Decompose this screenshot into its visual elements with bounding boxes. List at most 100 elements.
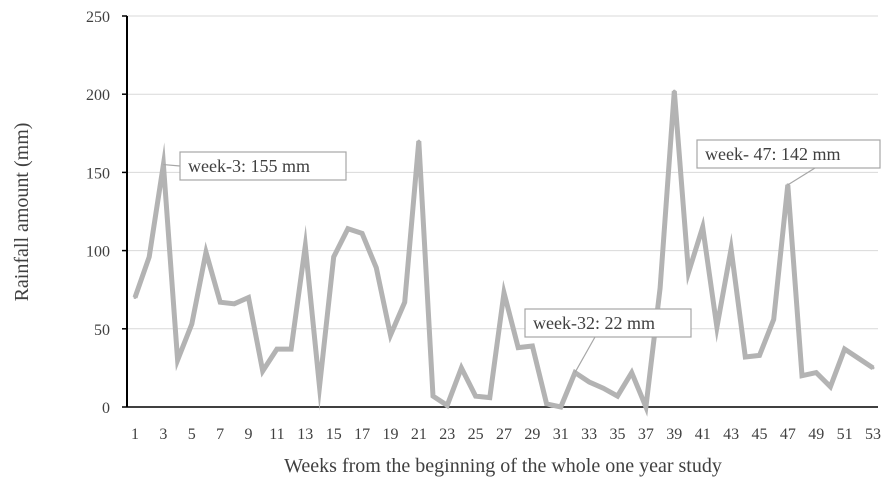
- x-tick-label: 7: [216, 426, 224, 443]
- x-tick-label: 35: [610, 426, 626, 443]
- data-point: [757, 353, 761, 357]
- x-tick-label: 11: [269, 426, 284, 443]
- data-point: [587, 380, 591, 384]
- data-point: [729, 247, 733, 251]
- data-point: [630, 371, 634, 375]
- data-point: [388, 333, 392, 337]
- x-tick-label: 39: [666, 426, 682, 443]
- x-tick-label: 53: [865, 426, 881, 443]
- data-point: [303, 244, 307, 248]
- data-point: [459, 366, 463, 370]
- x-tick-label: 27: [496, 426, 512, 443]
- callout: week-3: 155 mm: [163, 151, 347, 181]
- x-tick-label: 17: [354, 426, 370, 443]
- y-axis-title: Rainfall amount (mm): [11, 123, 33, 302]
- data-point: [147, 255, 151, 259]
- data-point: [559, 405, 563, 409]
- data-point: [204, 250, 208, 254]
- y-tick-label: 250: [86, 9, 110, 26]
- callout: week-32: 22 mm: [524, 308, 692, 373]
- data-point: [445, 403, 449, 407]
- x-tick-label: 37: [638, 426, 654, 443]
- x-tick-label: 33: [581, 426, 597, 443]
- callout-box: [524, 308, 692, 338]
- callout-leader: [163, 163, 181, 167]
- data-point: [843, 347, 847, 351]
- data-point: [516, 346, 520, 350]
- x-tick-label: 29: [524, 426, 540, 443]
- y-tick-label: 100: [86, 244, 110, 261]
- data-point: [701, 225, 705, 229]
- x-tick-labels: 1 3 5 7 9 11 13 15 17 19 21 23 25 27 29 31 33 35 37 39 41 43 4…: [131, 426, 881, 443]
- x-tick-label: 41: [695, 426, 711, 443]
- data-point: [232, 302, 236, 306]
- x-tick-label: 31: [553, 426, 569, 443]
- callout-leader: [787, 167, 816, 186]
- y-tick-labels: 0 50 100 150 200 250: [86, 9, 110, 417]
- y-tick-label: 0: [102, 400, 110, 417]
- series-layer: [132, 89, 875, 417]
- callout-label: week-3: 155 mm: [188, 156, 310, 176]
- data-point: [133, 296, 137, 300]
- data-point: [857, 357, 861, 361]
- data-point: [871, 366, 875, 370]
- data-point: [488, 396, 492, 400]
- axes: [122, 15, 878, 408]
- x-tick-label: 25: [468, 426, 484, 443]
- x-axis-title: Weeks from the beginning of the whole on…: [284, 455, 722, 477]
- data-point: [403, 300, 407, 304]
- data-point: [332, 255, 336, 259]
- data-point: [374, 266, 378, 270]
- data-point: [190, 322, 194, 326]
- x-tick-label: 49: [808, 426, 824, 443]
- data-point: [247, 296, 251, 300]
- y-tick-label: 150: [86, 165, 110, 182]
- data-point: [814, 371, 818, 375]
- callout-label: week- 47: 142 mm: [705, 144, 840, 164]
- x-tick-label: 5: [188, 426, 196, 443]
- data-point: [275, 347, 279, 351]
- data-point: [360, 231, 364, 235]
- data-point: [828, 385, 832, 389]
- data-point: [644, 405, 648, 409]
- x-tick-label: 47: [780, 426, 796, 443]
- x-tick-label: 3: [159, 426, 167, 443]
- x-tick-label: 21: [411, 426, 427, 443]
- data-point: [687, 270, 690, 274]
- data-point: [346, 227, 350, 231]
- data-point: [218, 300, 222, 304]
- data-point: [672, 89, 676, 93]
- callout-layer: week-3: 155 mm week-32: 22 mm week- 47: 14…: [163, 139, 881, 373]
- x-tick-label: 9: [245, 426, 253, 443]
- x-tick-label: 1: [131, 426, 139, 443]
- callout: week- 47: 142 mm: [696, 139, 881, 186]
- data-point: [318, 385, 321, 389]
- x-tick-label: 23: [439, 426, 455, 443]
- x-tick-label: 51: [837, 426, 853, 443]
- data-point: [616, 394, 620, 398]
- data-point: [176, 358, 180, 362]
- data-point: [431, 394, 435, 398]
- data-point: [502, 291, 506, 295]
- data-point: [601, 386, 605, 390]
- y-tick-label: 50: [94, 322, 110, 339]
- data-point: [772, 317, 776, 321]
- data-point: [530, 344, 534, 348]
- y-tick-label: 200: [86, 87, 110, 104]
- callout-box: [696, 139, 881, 169]
- data-point: [474, 394, 478, 398]
- x-tick-label: 13: [297, 426, 313, 443]
- data-point: [743, 355, 747, 359]
- data-point: [545, 402, 549, 406]
- data-point: [658, 286, 662, 290]
- series-line: [132, 90, 875, 417]
- x-tick-label: 43: [723, 426, 739, 443]
- callout-leader: [574, 336, 596, 373]
- x-tick-label: 15: [326, 426, 342, 443]
- data-point: [289, 347, 293, 351]
- data-point: [800, 374, 804, 378]
- data-point: [715, 325, 719, 329]
- callout-box: [179, 151, 347, 181]
- x-tick-label: 19: [382, 426, 398, 443]
